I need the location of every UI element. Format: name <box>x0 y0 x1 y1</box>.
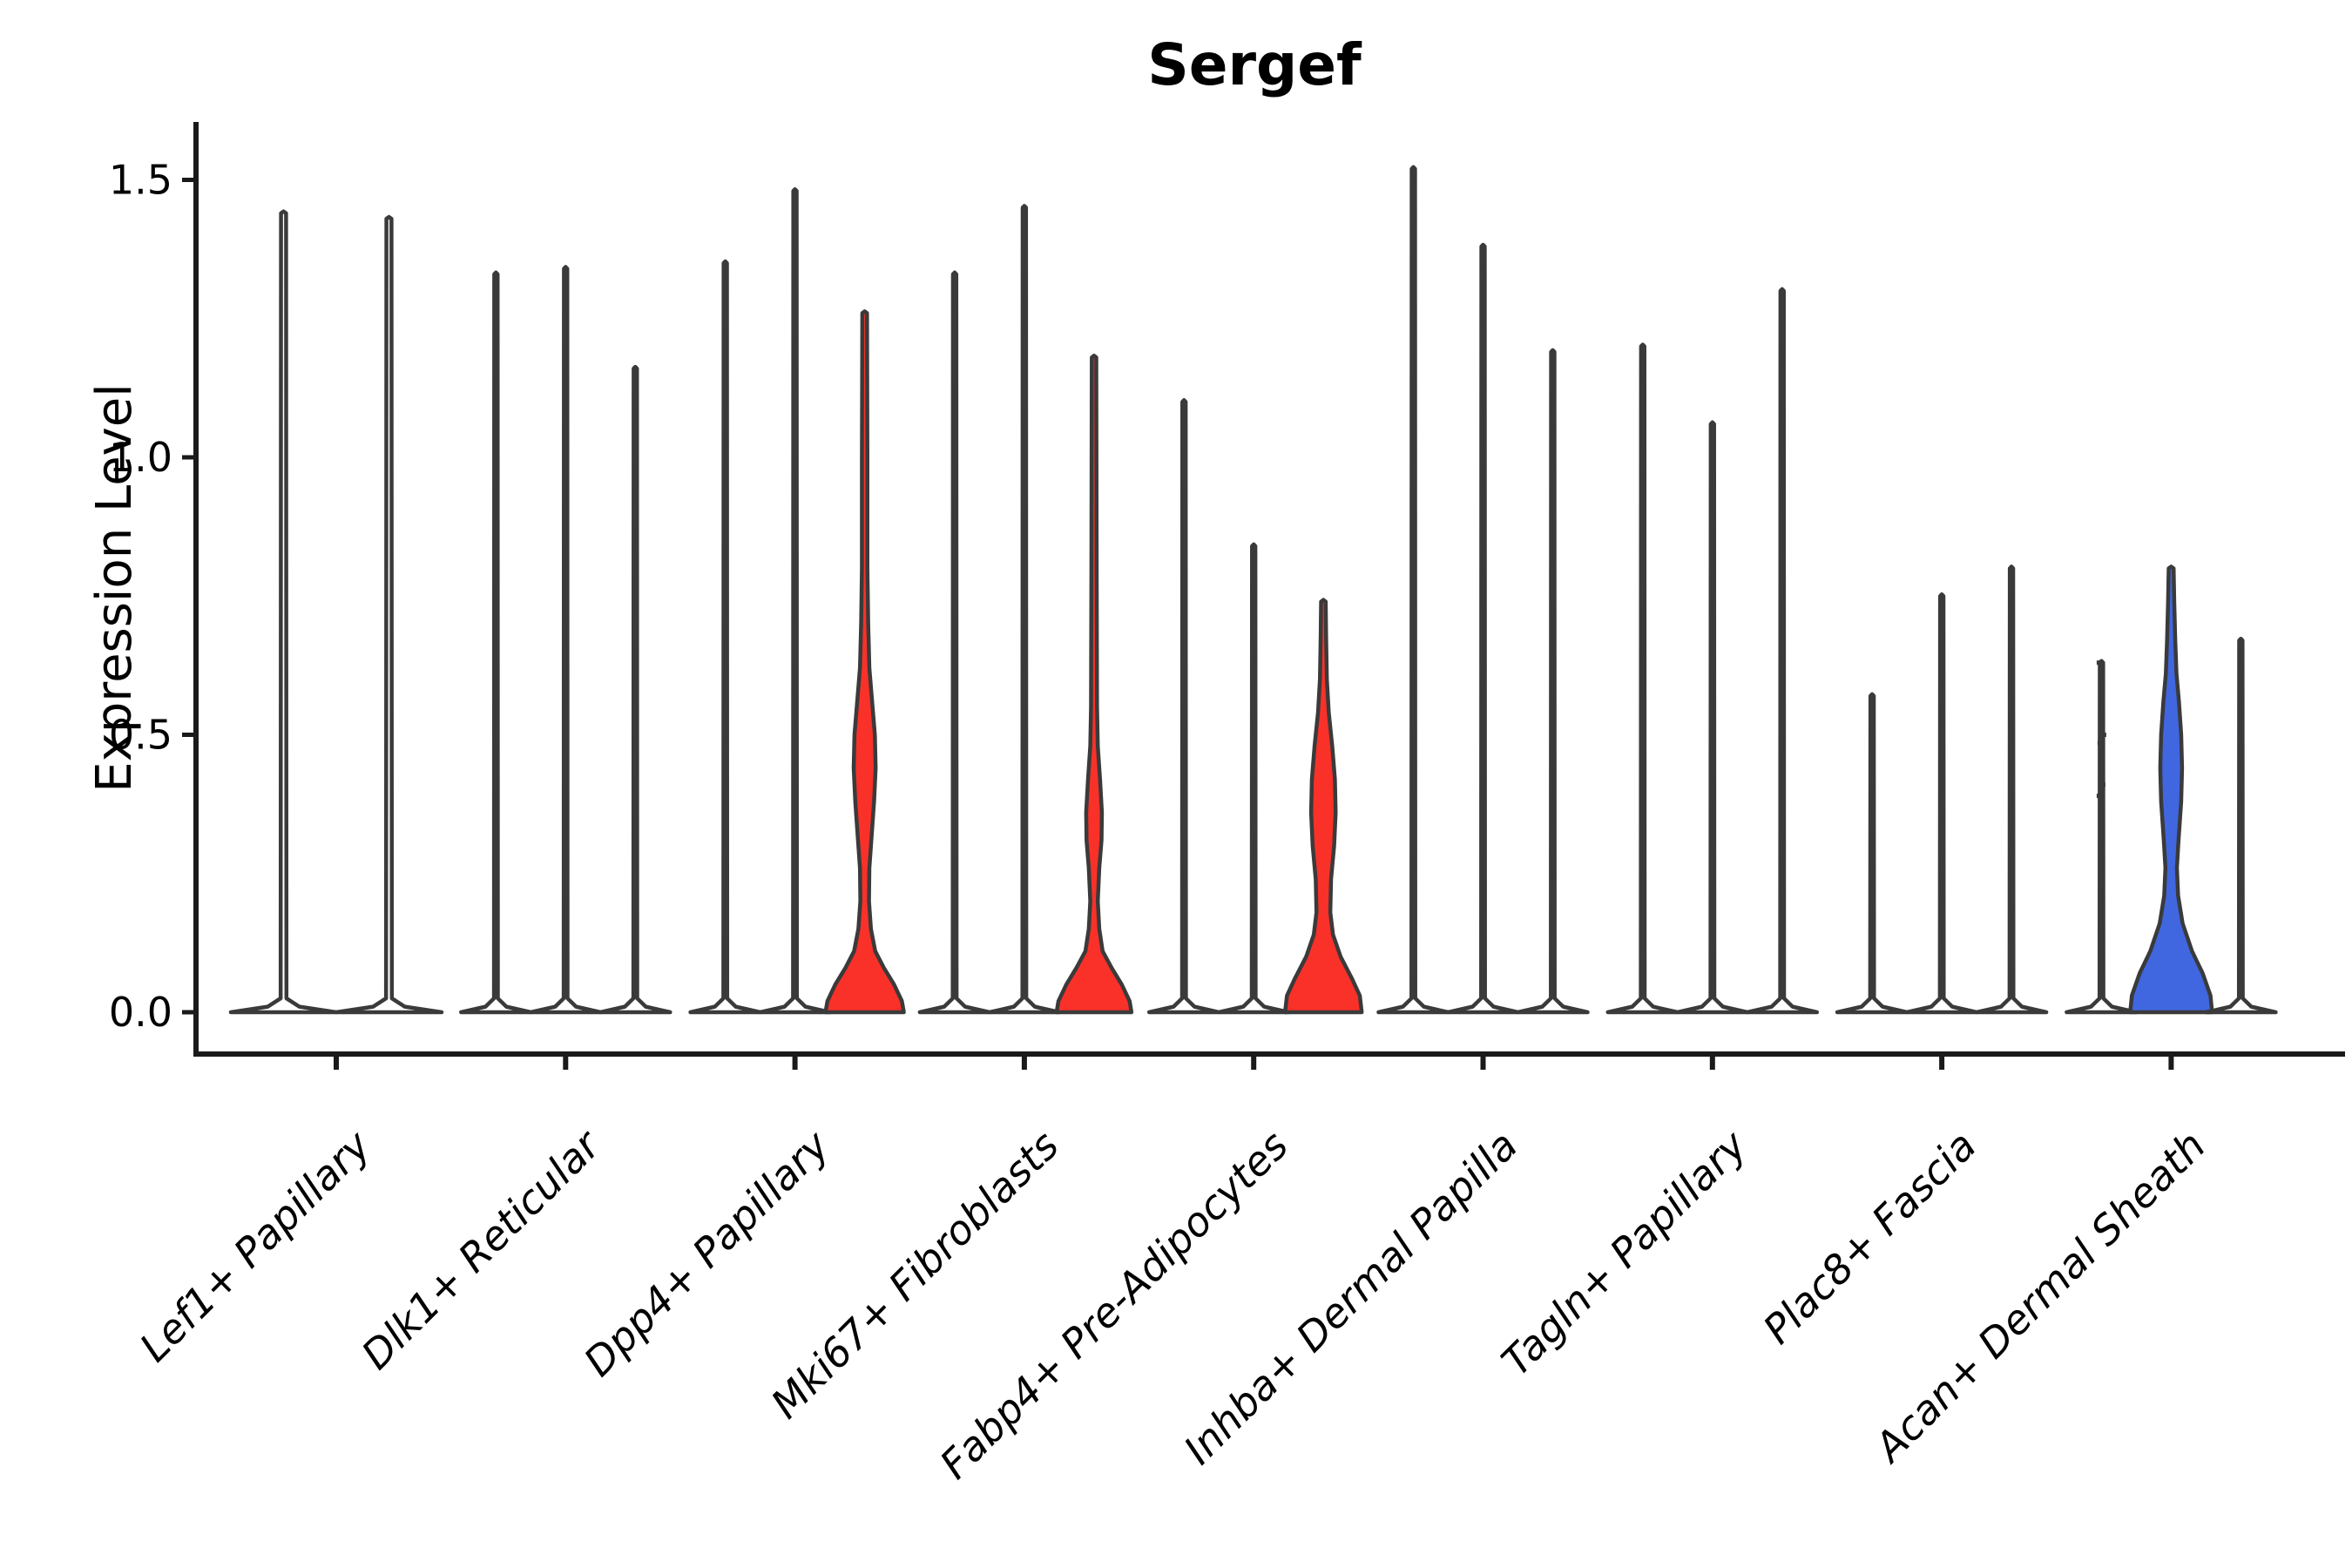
jitter-point <box>2099 693 2105 699</box>
violin-6-2 <box>1446 242 1520 1015</box>
x-tick-label: Lef1+ Papillary <box>131 1121 380 1370</box>
violin-5-2 <box>1216 542 1291 1015</box>
violin-4-1 <box>917 270 992 1015</box>
jitter-point <box>2100 782 2105 787</box>
violin-5-1 <box>1146 398 1221 1015</box>
violin-7-1 <box>1605 342 1680 1015</box>
y-tick-label: 1.5 <box>109 157 172 204</box>
violin-5-3 <box>1282 598 1364 1015</box>
violin-2-1 <box>459 270 533 1015</box>
violin-9-1 <box>2065 659 2139 1015</box>
violin-1-2 <box>334 214 444 1015</box>
violin-4-3 <box>1054 354 1134 1015</box>
violin-8-3 <box>1974 564 2049 1015</box>
jitter-point <box>2098 848 2103 854</box>
violin-7-3 <box>1745 287 1820 1015</box>
jitter-point <box>2101 733 2106 737</box>
x-tick-label: Dpp4+ Papillary <box>575 1121 839 1385</box>
violin-2-3 <box>598 364 672 1015</box>
violin-9-3 <box>2204 636 2278 1015</box>
x-tick-label: Dlk1+ Reticular <box>352 1119 611 1378</box>
violin-3-1 <box>688 259 762 1015</box>
violin-6-3 <box>1516 348 1590 1015</box>
jitter-point <box>2098 677 2103 682</box>
violin-1-1 <box>228 209 339 1015</box>
y-tick-label: 0.0 <box>109 989 172 1036</box>
chart-title: Sergef <box>1147 31 1362 98</box>
jitter-point <box>2096 660 2101 666</box>
violin-6-1 <box>1376 165 1450 1015</box>
violin-7-2 <box>1675 420 1750 1015</box>
violin-2-2 <box>529 265 603 1015</box>
violin-8-2 <box>1904 592 1979 1015</box>
jitter-point <box>2097 740 2102 746</box>
violin-3-2 <box>758 186 832 1015</box>
violin-9-2 <box>2128 564 2214 1015</box>
y-tick-label: 0.5 <box>109 712 172 759</box>
y-tick-label: 1.0 <box>109 434 172 481</box>
violin-3-3 <box>823 309 906 1015</box>
violin-8-1 <box>1835 692 1909 1015</box>
violin-4-2 <box>987 204 1062 1015</box>
y-axis-label: Expression Level <box>86 383 143 793</box>
x-tick-label: Tagln+ Papillary <box>1492 1121 1756 1385</box>
x-tick-label: Plac8+ Fascia <box>1754 1122 1984 1353</box>
jitter-point <box>2099 760 2104 765</box>
jitter-point <box>2096 794 2101 799</box>
